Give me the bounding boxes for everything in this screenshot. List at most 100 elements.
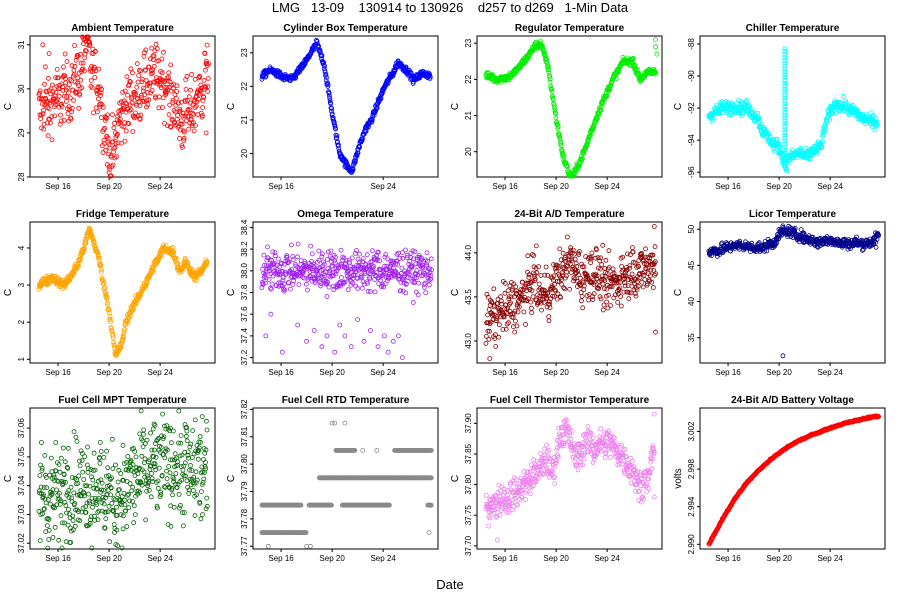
data-point [528,299,534,305]
data-point [608,303,613,309]
data-point [369,264,374,270]
data-point [82,68,87,74]
data-point [176,408,182,414]
data-point [776,236,781,242]
data-point [501,314,507,320]
data-point [193,103,199,109]
data-point [871,113,877,118]
data-point [128,79,133,85]
data-point [169,485,175,491]
data-point [148,494,154,500]
data-point [149,70,155,76]
data-point [782,121,788,127]
data-point [326,91,332,96]
data-point [549,86,554,92]
data-point [125,92,130,98]
data-point [170,428,176,434]
data-point [424,258,430,264]
data-point [487,328,492,334]
data-point [378,96,384,102]
y-tick-label: 40 [687,297,696,306]
data-point [557,135,563,141]
data-point [99,86,105,92]
data-point [377,258,383,264]
data-point [541,51,547,57]
data-point [184,428,190,434]
data-point [575,268,581,274]
data-point [873,239,879,245]
data-point [513,318,518,324]
data-point [68,540,74,545]
data-point [111,339,116,345]
data-point [424,262,430,268]
data-point [184,73,190,79]
data-point [189,468,195,473]
data-point [89,545,95,551]
data-point [144,280,150,286]
y-tick-label: 29 [17,128,26,137]
data-point [203,447,209,453]
data-point [593,255,598,261]
data-point [546,314,552,320]
data-point [610,266,616,272]
data-point [529,305,534,311]
data-point [88,229,94,235]
y-tick-label: 37.80 [240,454,249,475]
x-tick-label: Sep 20 [766,368,792,377]
data-point [46,51,52,56]
data-point [493,318,499,324]
data-point [161,434,167,440]
data-point [652,259,658,265]
data-point [375,250,381,256]
data-point [483,333,489,339]
data-point [597,294,603,300]
y-tick-label: -92 [687,102,696,114]
data-point [286,259,292,265]
data-point [421,281,427,287]
data-point [784,166,789,172]
data-point [104,473,109,479]
y-tick-label: 37.77 [240,536,249,557]
data-point [648,267,654,273]
data-point [188,87,194,93]
data-point [133,91,139,97]
data-point [547,76,553,82]
data-point [77,518,83,524]
data-point [332,260,338,266]
data-point [100,150,106,155]
data-point [58,118,64,124]
data-point [96,508,102,514]
data-point [73,57,79,63]
data-point [782,58,788,63]
data-point [179,477,185,483]
data-point [199,113,205,118]
data-point [756,116,762,121]
data-point [144,97,150,103]
data-point [85,34,91,40]
data-point [365,288,371,294]
data-point [95,509,101,515]
chart-title: Licor Temperature [749,209,836,220]
data-point [780,353,786,359]
data-point [54,67,60,72]
data-point [325,249,331,255]
data-point [181,510,187,515]
data-point [350,167,356,173]
data-point [107,317,113,322]
data-point [620,254,625,260]
data-point [529,288,535,293]
data-point [44,89,49,95]
data-point [71,490,77,496]
data-point [798,145,804,151]
y-tick-label: 30 [17,84,26,93]
data-point [201,94,207,100]
data-point [584,293,590,299]
data-point [874,119,880,125]
chart-title: Omega Temperature [297,209,394,220]
data-point [99,102,105,107]
data-point [782,89,788,95]
data-point [179,452,185,458]
data-point [807,156,813,162]
data-point [196,445,202,451]
data-point [128,457,134,463]
